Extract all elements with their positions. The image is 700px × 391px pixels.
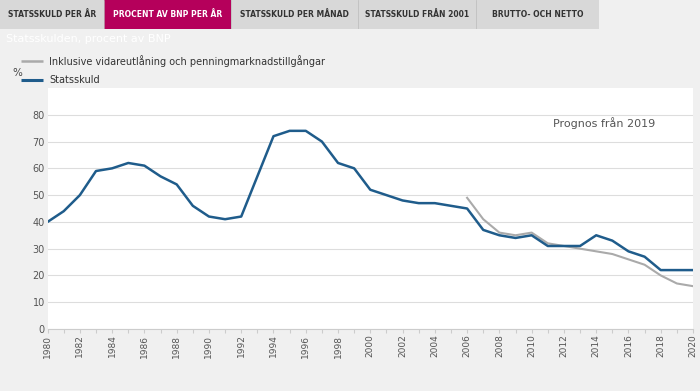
Text: Statsskuld: Statsskuld: [49, 75, 99, 84]
Text: STATSSKULD PER MÅNAD: STATSSKULD PER MÅNAD: [240, 10, 349, 19]
Bar: [231, 0, 358, 29]
Text: BRUTTO- OCH NETTO: BRUTTO- OCH NETTO: [491, 10, 583, 19]
Bar: [476, 0, 598, 29]
Bar: [0, 0, 104, 29]
Bar: [104, 0, 231, 29]
Text: Statsskulden, procent av BNP: Statsskulden, procent av BNP: [6, 34, 170, 45]
Text: STATSSKULD FRÅN 2001: STATSSKULD FRÅN 2001: [365, 10, 469, 19]
Text: %: %: [12, 68, 22, 78]
Text: PROCENT AV BNP PER ÅR: PROCENT AV BNP PER ÅR: [113, 10, 222, 19]
Text: STATSSKULD PER ÅR: STATSSKULD PER ÅR: [8, 10, 96, 19]
Text: Inklusive vidareutlåning och penningmarknadstillgångar: Inklusive vidareutlåning och penningmark…: [49, 55, 325, 66]
Text: Prognos från 2019: Prognos från 2019: [553, 117, 655, 129]
Bar: [358, 0, 476, 29]
